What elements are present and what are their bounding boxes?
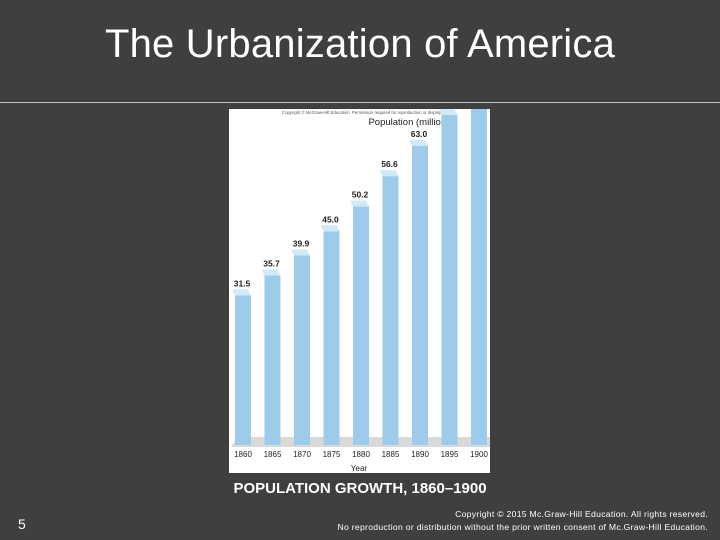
x-tick-1895: 1895 [441,450,459,459]
bar-value-label: 31.5 [234,278,251,288]
x-tick-1900: 1900 [470,450,488,459]
bar-front [382,176,399,445]
bar-value-label: 35.7 [263,258,280,268]
bar-top [261,269,281,276]
reproduction-notice: No reproduction or distribution without … [337,522,708,532]
x-tick-1860: 1860 [234,450,252,459]
bar-value-label: 39.9 [293,238,310,248]
copyright-footer: Copyright © 2015 Mc.Graw-Hill Education.… [268,508,708,534]
x-tick-1875: 1875 [323,450,341,459]
x-tick-1890: 1890 [411,450,429,459]
bar-front [471,109,487,445]
bar-value-label: 63.0 [411,129,428,139]
bar-1895: 69.5 [438,109,458,445]
figure-caption: POPULATION GROWTH, 1860–1900 [233,480,487,497]
x-axis-label: Year [351,464,368,473]
bar-1900: 76.0 [471,109,487,445]
x-tick-1865: 1865 [264,450,282,459]
x-tick-labels: 1860 1865 1870 1875 1880 1885 1890 1895 1900 [234,450,488,459]
chart-title: Population (millions) [368,117,454,128]
bar-1865: 35.7 [261,258,281,445]
copyright-line: Copyright © 2015 Mc.Graw-Hill Education.… [455,509,708,519]
bars-group: 31.5 35.7 39.9 45.0 50.2 56.6 63.0 69.5 76.0 [232,109,487,445]
bar-value-label: 56.6 [381,159,398,169]
bar-value-label: 45.0 [322,214,339,224]
bar-1875: 45.0 [320,214,340,445]
bar-1870: 39.9 [291,238,310,445]
chart-svg: Copyright © McGraw-Hill Education. Permi… [231,109,490,473]
bar-front [323,231,340,445]
bar-1860: 31.5 [232,278,251,445]
bar-top [232,289,251,296]
bar-top [320,225,340,232]
population-chart: Copyright © McGraw-Hill Education. Permi… [229,109,490,473]
chart-copyright-note: Copyright © McGraw-Hill Education. Permi… [282,110,442,115]
bar-top [291,249,310,256]
bar-top [409,139,428,146]
title-divider [0,102,720,103]
bar-front [235,295,251,445]
bar-front [353,206,369,445]
x-tick-1880: 1880 [352,450,370,459]
slide-number: 5 [18,516,26,532]
bar-front [264,275,281,445]
bar-front [441,114,458,445]
x-tick-1885: 1885 [382,450,400,459]
x-tick-1870: 1870 [293,450,311,459]
bar-1890: 63.0 [409,129,428,445]
bar-1885: 56.6 [379,159,399,445]
bar-top [379,170,399,177]
slide-title: The Urbanization of America [104,22,616,66]
bar-top [350,200,369,207]
bar-top [438,109,458,115]
bar-front [412,145,428,445]
bar-1880: 50.2 [350,190,369,445]
bar-value-label: 50.2 [352,190,369,200]
bar-front [294,255,310,445]
